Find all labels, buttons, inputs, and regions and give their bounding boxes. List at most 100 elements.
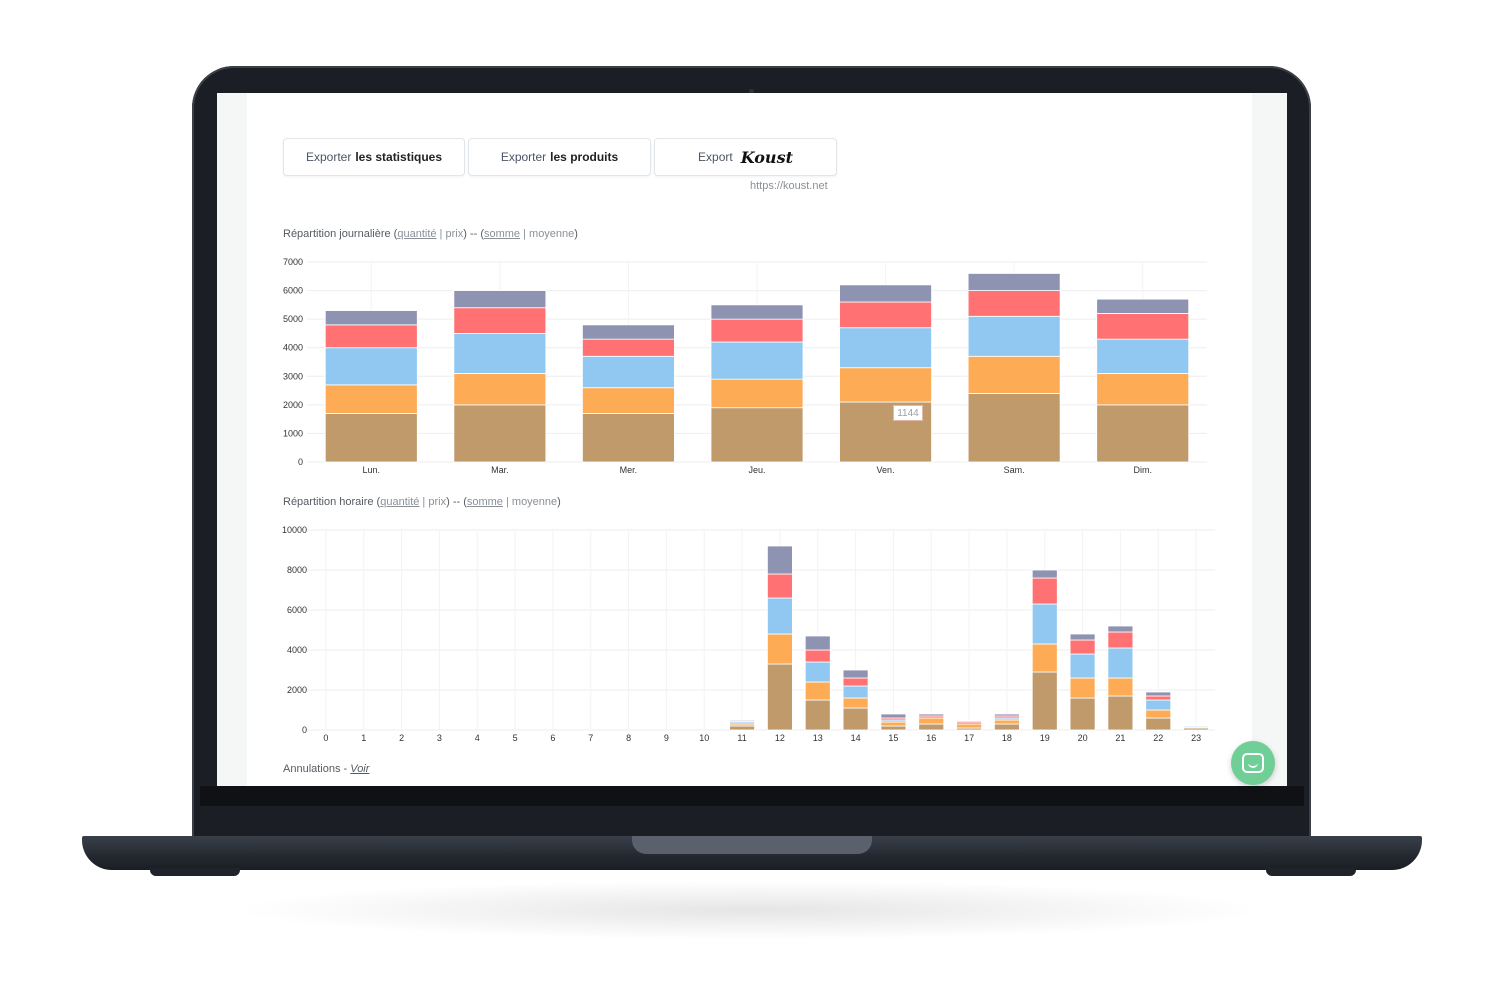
bar-segment [842, 697, 869, 709]
x-tick-label: 19 [1040, 733, 1050, 743]
hourly-opt-price[interactable]: prix [428, 496, 447, 508]
y-tick-label: 7000 [283, 257, 303, 267]
koust-url-link[interactable]: https://koust.net [750, 180, 828, 192]
y-tick-label: 0 [302, 725, 307, 735]
x-tick-label: 23 [1191, 733, 1201, 743]
bar-segment [956, 723, 982, 729]
daily-opt-sum[interactable]: somme [483, 228, 521, 240]
bar-segment [956, 720, 982, 723]
daily-mid: ) -- ( [463, 228, 484, 240]
x-tick-label: 11 [737, 733, 746, 743]
x-tick-label: 10 [699, 733, 709, 743]
x-tick-label: 5 [513, 733, 518, 743]
export-stats-button[interactable]: Exporter les statistiques [283, 138, 465, 176]
stats-page: Exporter les statistiques Exporter les p… [247, 93, 1252, 786]
chat-bubble-icon [1242, 753, 1264, 773]
bar-segment [1069, 697, 1096, 731]
x-tick-label: 8 [626, 733, 631, 743]
daily-suffix: ) [574, 228, 578, 240]
koust-logo: Koust [740, 147, 793, 167]
x-tick-label: Ven. [877, 465, 895, 475]
x-tick-label: 22 [1153, 733, 1163, 743]
x-tick-label: 0 [323, 733, 328, 743]
bar-segment [767, 597, 793, 635]
bar-segment [1031, 603, 1058, 645]
bar-segment [839, 301, 932, 329]
hourly-sep1: | [419, 496, 429, 508]
bar-segment [1031, 577, 1058, 605]
x-tick-label: 17 [964, 733, 974, 743]
y-tick-label: 0 [298, 457, 303, 467]
x-tick-label: 21 [1115, 733, 1125, 743]
bar-segment [918, 723, 945, 731]
bar-segment [324, 384, 418, 414]
x-tick-label: 7 [588, 733, 593, 743]
bar-segment [710, 378, 804, 409]
hourly-opt-sum[interactable]: somme [466, 496, 503, 508]
bar-segment [729, 725, 755, 731]
camera-icon [749, 89, 754, 94]
bar-segment [767, 633, 793, 665]
x-tick-label: Dim. [1133, 465, 1152, 475]
laptop-foot-left [150, 868, 240, 876]
hourly-suffix: ) [557, 496, 561, 508]
bar-segment [453, 373, 547, 406]
laptop-foot-right [1266, 868, 1356, 876]
y-tick-label: 5000 [283, 314, 303, 324]
x-tick-label: 2 [399, 733, 404, 743]
bar-segment [324, 310, 418, 326]
export-stats-bold: les statistiques [355, 150, 443, 164]
bar-segment [842, 685, 869, 699]
hourly-opt-quantity[interactable]: quantité [380, 496, 420, 508]
bar-segment [967, 290, 1061, 317]
bar-segment [453, 290, 547, 309]
bar-segment [994, 713, 1020, 717]
bar-segment [804, 635, 831, 651]
x-tick-label: 18 [1002, 733, 1012, 743]
bar-segment [994, 719, 1020, 725]
bar-segment [967, 273, 1061, 291]
bar-segment [453, 307, 547, 334]
bar-segment [839, 327, 932, 369]
export-products-button[interactable]: Exporter les produits [468, 138, 651, 176]
x-tick-label: 6 [550, 733, 555, 743]
bar-segment [880, 721, 907, 727]
x-tick-label: 15 [888, 733, 898, 743]
x-tick-label: 1 [361, 733, 366, 743]
bar-segment [1096, 298, 1190, 314]
cancellations-label: Annulations - [283, 763, 351, 775]
bar-segment [1107, 677, 1134, 697]
cancellations-link[interactable]: Voir [350, 763, 370, 775]
x-tick-label: 12 [775, 733, 785, 743]
x-tick-label: 4 [475, 733, 480, 743]
y-tick-label: 6000 [283, 286, 303, 296]
bar-segment [767, 545, 793, 575]
export-koust-button[interactable]: Export Koust [654, 138, 837, 176]
bar-segment [804, 681, 831, 701]
x-tick-label: 13 [813, 733, 823, 743]
bar-segment [324, 324, 418, 349]
y-tick-label: 2000 [283, 400, 303, 410]
bar-segment [804, 699, 831, 731]
daily-opt-quantity[interactable]: quantité [397, 228, 437, 240]
bar-segment [582, 355, 675, 389]
daily-opt-price[interactable]: prix [445, 228, 464, 240]
hourly-opt-avg[interactable]: moyenne [511, 496, 558, 508]
chat-support-button[interactable] [1231, 741, 1275, 785]
bar-segment [1145, 717, 1172, 731]
bar-segment [1069, 677, 1096, 699]
bar-segment [804, 649, 831, 663]
x-tick-label: 9 [664, 733, 669, 743]
bar-segment [1096, 338, 1190, 374]
daily-opt-avg[interactable]: moyenne [529, 228, 575, 240]
bar-segment [1145, 691, 1172, 697]
bar-segment [880, 725, 907, 731]
bar-segment [710, 304, 804, 320]
bar-segment [767, 573, 793, 599]
bar-segment [1031, 643, 1058, 673]
bar-segment [804, 661, 831, 683]
bar-segment [1096, 404, 1190, 463]
bar-segment [767, 663, 793, 731]
bar-segment [994, 723, 1020, 731]
